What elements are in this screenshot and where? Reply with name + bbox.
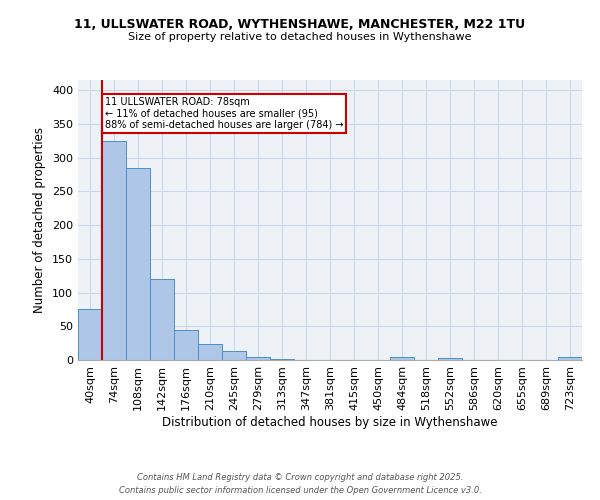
Bar [558, 358, 582, 360]
Bar [102, 140, 126, 360]
Bar [126, 168, 150, 360]
Text: Contains public sector information licensed under the Open Government Licence v3: Contains public sector information licen… [119, 486, 481, 495]
Text: Contains HM Land Registry data © Crown copyright and database right 2025.: Contains HM Land Registry data © Crown c… [137, 472, 463, 482]
Text: Size of property relative to detached houses in Wythenshawe: Size of property relative to detached ho… [128, 32, 472, 42]
Bar [78, 310, 102, 360]
Text: 11, ULLSWATER ROAD, WYTHENSHAWE, MANCHESTER, M22 1TU: 11, ULLSWATER ROAD, WYTHENSHAWE, MANCHES… [74, 18, 526, 30]
Bar [390, 356, 414, 360]
Bar [174, 330, 198, 360]
X-axis label: Distribution of detached houses by size in Wythenshawe: Distribution of detached houses by size … [162, 416, 498, 428]
Y-axis label: Number of detached properties: Number of detached properties [34, 127, 46, 313]
Bar [150, 279, 174, 360]
Bar [198, 344, 222, 360]
Bar [246, 358, 270, 360]
Text: 11 ULLSWATER ROAD: 78sqm
← 11% of detached houses are smaller (95)
88% of semi-d: 11 ULLSWATER ROAD: 78sqm ← 11% of detach… [105, 97, 343, 130]
Bar [438, 358, 462, 360]
Bar [222, 350, 246, 360]
